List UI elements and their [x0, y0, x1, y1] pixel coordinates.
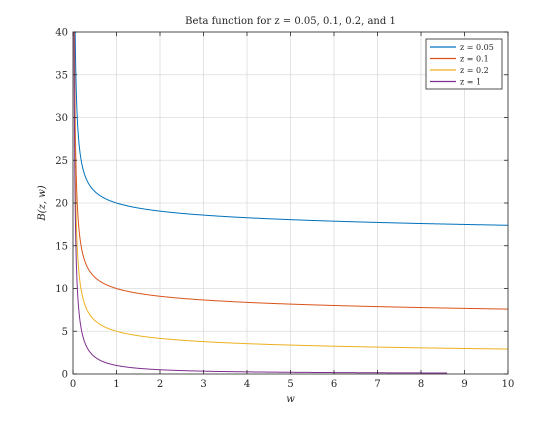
x-tick-label: 9: [461, 379, 467, 390]
series-line-1: [73, 32, 508, 310]
x-axis-title: w: [286, 394, 295, 405]
series-line-2: [73, 32, 508, 350]
series-line-3: [73, 32, 448, 374]
legend-label-3: z = 1: [460, 78, 481, 87]
y-tick-label: 25: [55, 156, 68, 167]
axis-ticks: 0 1 2 3 4 5 6 7 8 9 10 0 5 10 15 20 25 30 35 40: [55, 28, 514, 391]
chart-title: Beta function for z = 0.05, 0.1, 0.2, an…: [185, 16, 396, 27]
x-tick-label: 10: [502, 379, 515, 390]
x-tick-label: 8: [418, 379, 424, 390]
legend-label-1: z = 0.1: [460, 55, 489, 64]
x-tick-label: 0: [70, 379, 76, 390]
y-tick-label: 30: [55, 113, 68, 124]
x-tick-label: 5: [287, 379, 293, 390]
y-tick-label: 0: [62, 370, 68, 381]
x-tick-label: 6: [331, 379, 337, 390]
y-tick-label: 15: [55, 241, 68, 252]
series-line-0: [74, 32, 508, 226]
y-tick-label: 35: [55, 70, 68, 81]
y-tick-label: 5: [62, 327, 68, 338]
y-tick-label: 20: [55, 199, 68, 210]
legend: z = 0.05 z = 0.1 z = 0.2 z = 1: [425, 38, 503, 90]
y-axis-title: B(z, w): [37, 185, 48, 221]
y-tick-label: 10: [55, 284, 68, 295]
x-tick-label: 3: [200, 379, 206, 390]
legend-label-0: z = 0.05: [460, 43, 494, 52]
x-tick-label: 7: [374, 379, 380, 390]
x-tick-label: 4: [244, 379, 250, 390]
y-tick-label: 40: [55, 28, 68, 39]
legend-label-2: z = 0.2: [460, 66, 489, 75]
x-tick-label: 1: [113, 379, 119, 390]
series-lines: [73, 32, 508, 374]
x-tick-label: 2: [157, 379, 163, 390]
